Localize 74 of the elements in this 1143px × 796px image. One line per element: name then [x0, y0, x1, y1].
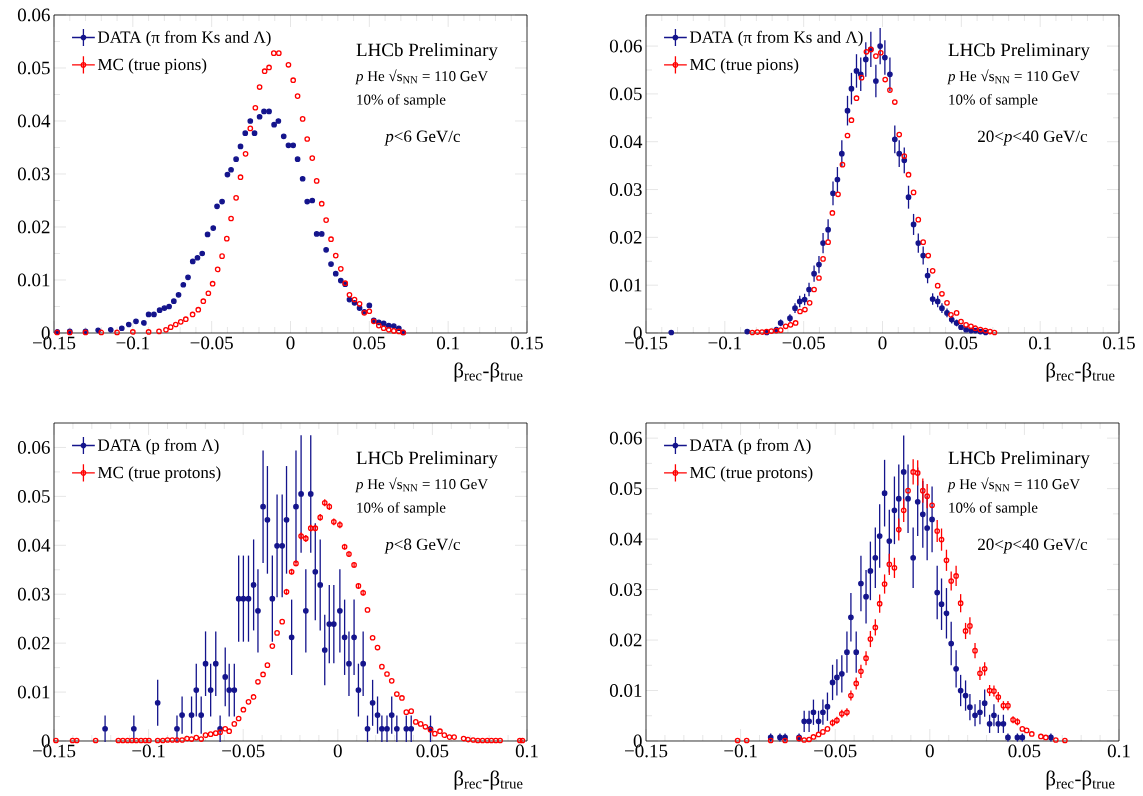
y-tick-label: 0.06: [17, 441, 50, 454]
y-tick-label: 0.01: [17, 273, 50, 287]
legend-label: DATA (p from Λ): [689, 438, 811, 455]
y-tick-label: 0.05: [17, 489, 50, 503]
annotation: p<6 GeV/c: [384, 130, 460, 146]
legend-label: DATA (p from Λ): [97, 438, 219, 455]
x-tick-label: 0.05: [353, 336, 386, 350]
x-axis-title: β$_{rec}$-β$_{true}$: [454, 362, 523, 382]
x-tick-label: 0.05: [945, 336, 978, 350]
x-tick-label: 0.15: [511, 336, 543, 350]
x-tick-label: −0.05: [222, 744, 265, 758]
y-tick-label: 0.05: [609, 87, 642, 101]
annotation: p He √s$_{NN}$ = 110 GeV: [355, 69, 488, 85]
y-tick-label: 0.02: [609, 633, 642, 647]
y-tick-label: 0.01: [17, 685, 50, 699]
y-tick-label: 0.06: [17, 8, 50, 22]
annotation: 20<p<40 GeV/c: [978, 538, 1088, 554]
annotation: 10% of sample: [949, 501, 1038, 516]
y-tick-label: 0.05: [17, 61, 50, 75]
x-axis-title: β$_{rec}$-β$_{true}$: [454, 770, 523, 790]
x-tick-label: −0.1: [132, 744, 165, 758]
y-tick-label: 0.04: [17, 114, 51, 128]
y-tick-label: 0.03: [609, 183, 642, 196]
x-tick-label: 0.1: [437, 336, 459, 350]
annotation: LHCb Preliminary: [948, 42, 1090, 61]
annotation: p He √s$_{NN}$ = 110 GeV: [355, 477, 488, 493]
x-tick-label: 0.1: [515, 744, 538, 758]
x-tick-label: −0.05: [782, 336, 825, 350]
y-tick-label: 0.01: [609, 278, 642, 292]
annotation: LHCb Preliminary: [356, 450, 498, 469]
x-tick-label: 0: [878, 336, 887, 350]
x-tick-label: 0: [925, 744, 934, 758]
annotation: p<8 GeV/c: [384, 538, 460, 554]
x-tick-label: 0.15: [1103, 336, 1135, 350]
x-tick-label: 0.05: [416, 744, 449, 758]
annotation: LHCb Preliminary: [356, 42, 498, 61]
legend-label: DATA (π from Ks and Λ): [97, 30, 271, 47]
x-axis-title: β$_{rec}$-β$_{true}$: [1046, 770, 1115, 790]
y-tick-label: 0.04: [609, 135, 643, 149]
y-tick-label: 0.02: [609, 230, 642, 244]
y-tick-label: 0.05: [609, 482, 642, 496]
annotation: 20<p<40 GeV/c: [978, 130, 1088, 146]
y-tick-label: 0.06: [609, 39, 642, 53]
annotation: 10% of sample: [357, 93, 446, 108]
y-tick-label: 0.02: [17, 636, 50, 650]
annotation: 10% of sample: [357, 501, 446, 516]
legend-label: DATA (π from Ks and Λ): [689, 30, 863, 47]
x-tick-label: 0.1: [1107, 744, 1130, 758]
y-tick-label: 0.02: [17, 220, 50, 234]
y-tick-label: 0.03: [609, 583, 642, 597]
annotation: 10% of sample: [949, 93, 1038, 108]
y-tick-label: 0.04: [609, 532, 643, 546]
x-tick-label: −0.1: [724, 744, 757, 758]
y-tick-label: 0.01: [609, 684, 642, 697]
x-tick-label: −0.05: [190, 336, 233, 350]
x-tick-label: 0.05: [1008, 744, 1041, 758]
y-tick-label: 0.03: [17, 587, 50, 601]
x-tick-label: 0: [286, 336, 295, 350]
legend-label: MC (true protons): [689, 466, 813, 482]
y-tick-label: 0.04: [17, 538, 51, 552]
legend-label: MC (true pions): [689, 58, 799, 74]
x-tick-label: 0: [333, 744, 342, 758]
y-tick-label: 0.06: [609, 431, 642, 445]
y-tick-label: 0.03: [17, 167, 50, 181]
annotation: LHCb Preliminary: [948, 450, 1090, 469]
x-tick-label: −0.1: [116, 336, 149, 350]
annotation: p He √s$_{NN}$ = 110 GeV: [947, 477, 1080, 493]
x-tick-label: −0.1: [708, 336, 741, 350]
x-tick-label: 0.1: [1029, 336, 1051, 350]
legend-label: MC (true protons): [97, 466, 221, 482]
annotation: p He √s$_{NN}$ = 110 GeV: [947, 69, 1080, 85]
x-tick-label: −0.05: [814, 744, 857, 758]
x-axis-title: β$_{rec}$-β$_{true}$: [1046, 362, 1115, 382]
legend-label: MC (true pions): [97, 58, 207, 74]
